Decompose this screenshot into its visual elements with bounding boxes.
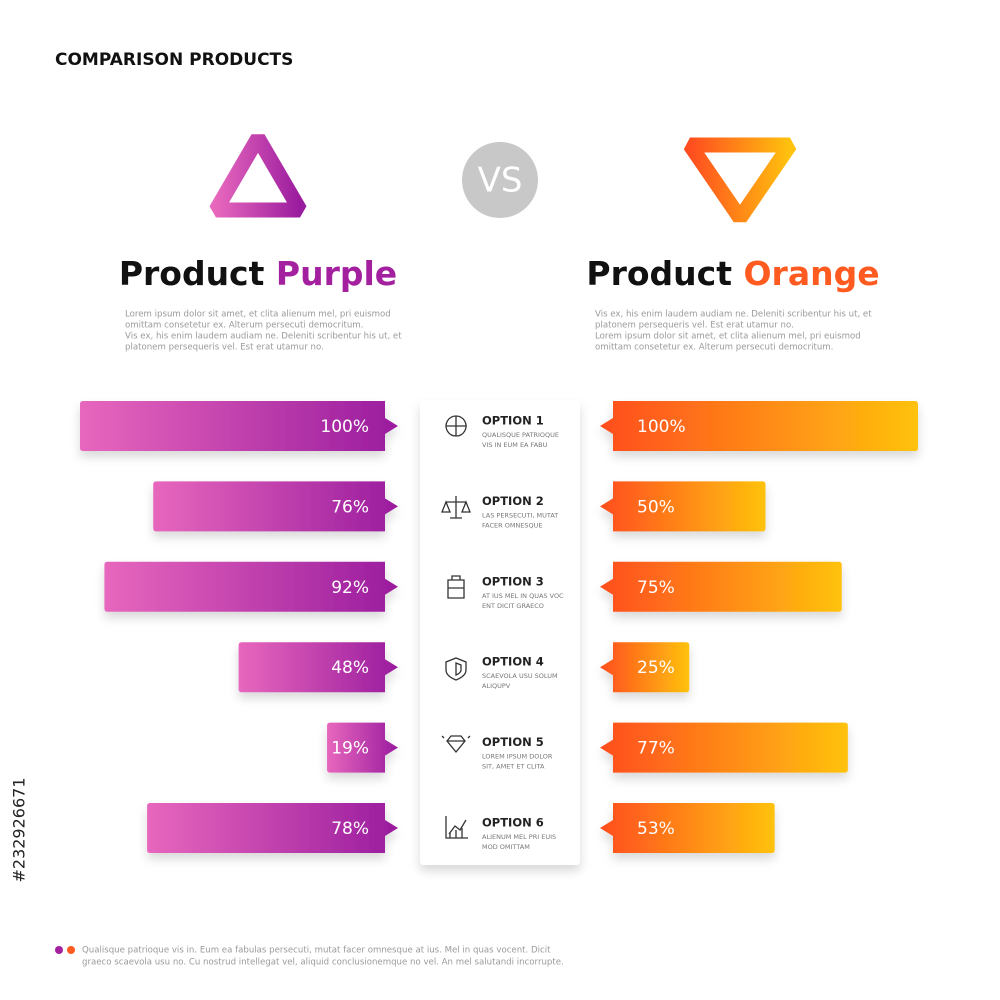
purple-bar	[238, 642, 398, 693]
options-panel	[420, 400, 580, 865]
option-description: SIT, AMET ET CLITA	[482, 763, 545, 771]
footer-text: Qualisque patrioque vis in. Eum ea fabul…	[82, 946, 551, 956]
option-title: OPTION 3	[482, 574, 544, 588]
option-description: FACER OMNESQUE	[482, 521, 543, 529]
orange-value: 25%	[637, 658, 675, 678]
option-icon	[445, 415, 467, 437]
orange-value: 53%	[637, 819, 675, 839]
orange-bar	[600, 561, 842, 612]
option-description: QUALISQUE PATRIOQUE	[482, 431, 559, 439]
orange-value: 77%	[637, 739, 675, 759]
option-description: LAS PERSECUTI, MUTAT	[482, 511, 558, 519]
orange-bar	[600, 803, 775, 853]
product-description: omittam consetetur ex. Alterum persecuti…	[125, 321, 363, 331]
product-description: omittam consetetur ex. Alterum persecuti…	[595, 343, 833, 353]
vs-badge	[462, 142, 538, 218]
option-description: SCAEVOLA USU SOLUM	[482, 672, 558, 680]
purple-logo	[209, 134, 307, 218]
product-accent: Purple	[276, 254, 397, 293]
purple-bar	[153, 481, 398, 532]
purple-bar	[147, 803, 398, 853]
title: COMPARISON PRODUCTS	[55, 50, 293, 70]
orange-logo	[683, 137, 797, 223]
footer-dot	[67, 946, 75, 954]
orange-value: 100%	[637, 417, 686, 437]
footer-dot	[55, 946, 63, 954]
option-description: LOREM IPSUM DOLOR	[482, 753, 553, 761]
option-description: ALIENUM MEL PRI EUIS	[482, 833, 556, 841]
purple-value: 48%	[331, 658, 369, 678]
product-description: Lorem ipsum dolor sit amet, et clita ali…	[595, 332, 861, 342]
product-name: Product	[119, 254, 265, 293]
option-icon	[447, 575, 465, 599]
orange-value: 75%	[637, 578, 675, 598]
orange-bar	[600, 401, 918, 451]
product-description: platonem persequeris vel. Est erat utamu…	[595, 321, 794, 331]
product-description: Lorem ipsum dolor sit amet, et clita ali…	[125, 310, 391, 320]
purple-bar	[327, 722, 398, 773]
purple-value: 100%	[320, 417, 369, 437]
purple-value: 78%	[331, 819, 369, 839]
option-title: OPTION 4	[482, 655, 544, 669]
option-icon	[445, 657, 467, 681]
product-heading: Product Purple	[119, 254, 397, 293]
product-heading: Product Orange	[586, 254, 879, 293]
option-title: OPTION 2	[482, 494, 544, 508]
purple-value: 76%	[331, 497, 369, 517]
option-description: AT IUS MEL IN QUAS VOC	[482, 592, 564, 600]
purple-bar	[80, 401, 398, 451]
footer-text: graeco scaevola usu no. Cu nostrud intel…	[82, 958, 564, 968]
option-title: OPTION 5	[482, 735, 544, 749]
watermark-id: #232926671	[10, 777, 29, 882]
option-description: VIS IN EUM EA FABU	[482, 441, 548, 449]
product-description: Vis ex, his enim laudem audiam ne. Delen…	[125, 332, 402, 342]
product-description: Vis ex, his enim laudem audiam ne. Delen…	[595, 310, 872, 320]
option-icon	[441, 735, 471, 754]
option-title: OPTION 1	[482, 414, 544, 428]
product-name: Product	[586, 254, 732, 293]
product-accent: Orange	[744, 254, 880, 293]
purple-value: 92%	[331, 578, 369, 598]
product-description: platonem persequeris vel. Est erat utamu…	[125, 343, 324, 353]
option-description: MOD OMITTAM	[482, 843, 530, 851]
option-description: ALIQUPV	[482, 682, 511, 690]
option-icon	[441, 496, 471, 519]
orange-bar	[600, 481, 766, 532]
option-description: ENT DICIT GRAECO	[482, 602, 544, 610]
purple-bar	[104, 561, 399, 612]
orange-bar	[600, 642, 690, 693]
option-title: OPTION 6	[482, 816, 544, 830]
vs-text: VS	[478, 161, 523, 201]
purple-value: 19%	[331, 739, 369, 759]
orange-bar	[600, 722, 848, 773]
option-icon	[445, 816, 468, 839]
orange-value: 50%	[637, 497, 675, 517]
